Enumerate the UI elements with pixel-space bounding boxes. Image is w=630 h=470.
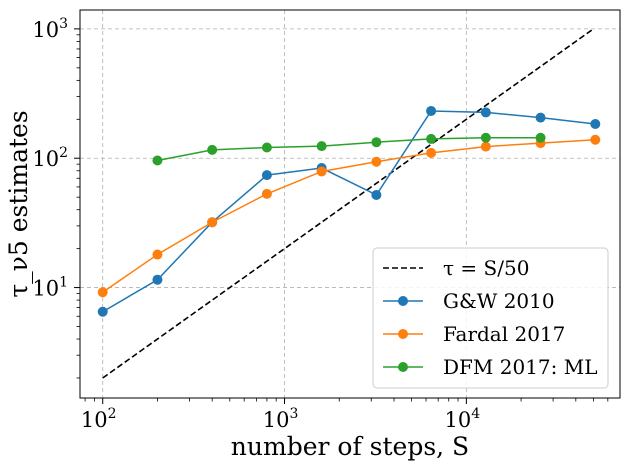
legend-entry-dfm-2017-ml: DFM 2017: ML (383, 355, 598, 379)
legend-marker (398, 362, 408, 372)
legend-label: G&W 2010 (443, 289, 555, 313)
legend-marker (398, 296, 408, 306)
data-point (480, 132, 491, 143)
legend-entry-s-50: τ = S/50 (383, 256, 529, 280)
x-tick-label: 102 (81, 406, 117, 432)
y-tick-label: 103 (32, 16, 68, 42)
data-point (152, 155, 163, 166)
legend-box (372, 247, 609, 389)
legend-entry-fardal-2017: Fardal 2017 (383, 322, 565, 346)
data-point (371, 156, 382, 167)
data-point (480, 107, 491, 118)
data-point (207, 144, 218, 155)
series-line (102, 138, 596, 293)
data-point (535, 132, 546, 143)
y-axis-label: τ_ν5 estimates (4, 110, 33, 297)
legend-label: τ = S/50 (443, 256, 529, 280)
data-point (371, 189, 382, 200)
data-point (97, 287, 108, 298)
x-tick-label: 104 (445, 406, 481, 432)
data-point (426, 133, 437, 144)
plot-frame (79, 9, 621, 399)
data-point (152, 274, 163, 285)
legend-label: Fardal 2017 (443, 322, 565, 346)
series-s-50 (102, 28, 594, 379)
data-point (152, 249, 163, 260)
series-line (102, 28, 594, 379)
legend-label: DFM 2017: ML (443, 355, 598, 379)
series-dfm-2017-ml (152, 132, 546, 166)
y-tick-label: 102 (32, 145, 68, 171)
x-tick-label: 103 (263, 406, 299, 432)
data-point (371, 137, 382, 148)
data-point (316, 141, 327, 152)
data-point (261, 170, 272, 181)
x-axis-label: number of steps, S (231, 432, 469, 461)
legend-entry-g-w-2010: G&W 2010 (383, 289, 555, 313)
data-point (535, 112, 546, 123)
data-point (480, 141, 491, 152)
data-point (261, 188, 272, 199)
data-point (316, 166, 327, 177)
axis-ticks: 102 103 104 101 102 103 (32, 16, 609, 432)
series-line (102, 110, 596, 313)
data-point (426, 147, 437, 158)
data-point (590, 134, 601, 145)
legend: τ = S/50 G&W 2010 Fardal 2017 DFM 2017: ML (372, 247, 609, 389)
series-line (157, 137, 541, 162)
data-point (97, 306, 108, 317)
data-point (590, 118, 601, 129)
data-point (207, 217, 218, 228)
series-layer (97, 28, 601, 379)
data-point (426, 105, 437, 116)
data-point (261, 142, 272, 153)
series-fardal-2017 (97, 134, 601, 298)
y-tick-label: 101 (32, 275, 68, 301)
legend-marker (398, 329, 408, 339)
